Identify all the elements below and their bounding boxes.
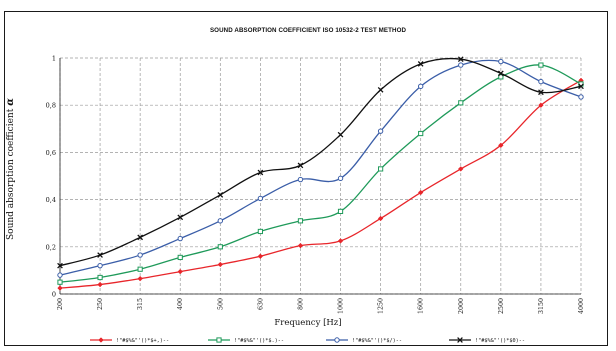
series-3-point	[578, 94, 584, 100]
series-4-point	[257, 169, 264, 176]
legend-marker-4	[457, 337, 463, 343]
x-tick-label: 800	[297, 298, 304, 310]
series-1-point	[297, 242, 304, 249]
series-1-point	[337, 238, 344, 244]
y-tick-label: 0,4	[46, 196, 56, 204]
y-tick-label: 0,8	[46, 102, 56, 110]
legend-label: !"#$%&"'()*$/)--	[352, 338, 402, 344]
series-2-point	[498, 74, 504, 80]
series-1-point	[217, 261, 224, 268]
series-4-point	[578, 83, 584, 90]
series-3-point	[137, 252, 143, 258]
x-tick-label: 1250	[378, 298, 385, 314]
series-4-point	[297, 162, 304, 169]
series-4-point	[57, 262, 63, 269]
series-1-point	[257, 253, 264, 259]
series-3-point	[377, 128, 384, 134]
legend-label: !"#$%&"'()*$+,)--	[116, 338, 169, 344]
x-axis-label: Frequency [Hz]	[274, 318, 342, 328]
y-tick-label: 0,2	[46, 243, 56, 251]
series-1-point	[417, 189, 424, 196]
series-3-point	[538, 78, 544, 85]
series-4-point	[97, 252, 103, 258]
series-1-point	[137, 275, 143, 282]
x-tick-label: 3150	[538, 298, 545, 314]
series-2-point	[297, 218, 304, 224]
x-tick-label: 400	[177, 298, 184, 310]
series-line-3	[59, 59, 582, 276]
series-2-point	[97, 274, 103, 281]
series-3-point	[297, 176, 304, 183]
x-tick-label: 500	[217, 298, 224, 310]
series-4-point	[377, 87, 384, 93]
x-tick-label: 250	[97, 298, 104, 310]
series-3-point	[458, 62, 464, 68]
legend-marker-3	[334, 337, 340, 343]
series-3-point	[257, 195, 264, 202]
series-4-point	[217, 192, 224, 198]
series-4-point	[337, 131, 344, 138]
chart-title: SOUND ABSORPTION COEFFICIENT ISO 10532-2…	[209, 27, 407, 34]
series-4-point	[417, 61, 424, 67]
series-3-point	[97, 262, 103, 269]
series-4-point	[137, 234, 144, 241]
y-tick-label: 0,6	[46, 149, 56, 157]
legend-label: !"#$%&"'()*$0)--	[475, 338, 525, 344]
x-tick-label: 315	[137, 298, 144, 310]
series-3-point	[417, 83, 424, 90]
legend-marker-1	[98, 337, 104, 343]
series-1-point	[458, 166, 464, 172]
series-2-point	[337, 208, 344, 215]
series-2-point	[177, 254, 183, 261]
series-3-point	[177, 235, 183, 242]
series-2-point	[137, 266, 143, 272]
legend-marker-2	[216, 337, 222, 343]
series-3-point	[337, 175, 344, 182]
series-4-point	[497, 70, 504, 77]
series-1-point	[498, 142, 504, 149]
series-1-point	[377, 215, 384, 222]
series-4-point	[177, 214, 184, 221]
series-4-point	[538, 89, 544, 96]
series-line-2	[59, 64, 582, 283]
x-tick-label: 4000	[578, 298, 585, 314]
series-2-point	[418, 130, 424, 137]
series-4-point	[457, 56, 464, 63]
x-tick-label: 2500	[498, 298, 505, 314]
legend-label: !"#$%&"'()*$.)--	[234, 338, 284, 344]
x-tick-label: 1600	[418, 298, 425, 314]
x-tick-label: 630	[257, 298, 264, 310]
series-line-4	[59, 57, 582, 267]
series-line-1	[59, 79, 582, 289]
y-tick-label: 1	[52, 55, 56, 63]
series-2-point	[217, 244, 223, 250]
series-2-point	[458, 100, 464, 106]
series-2-point	[57, 279, 63, 285]
x-tick-label: 1000	[338, 298, 345, 314]
series-1-point	[97, 281, 103, 288]
series-3-point	[498, 58, 504, 65]
series-2-point	[257, 228, 263, 235]
series-2-point	[538, 62, 544, 68]
x-tick-label: 2000	[458, 298, 465, 314]
series-3-point	[217, 218, 224, 224]
series-3-point	[57, 272, 63, 278]
series-1-point	[177, 268, 183, 275]
x-tick-label: 200	[57, 298, 64, 310]
series-2-point	[378, 166, 384, 172]
series-1-point	[57, 285, 63, 291]
series-1-point	[538, 102, 544, 108]
y-tick-label: 0	[52, 291, 56, 299]
